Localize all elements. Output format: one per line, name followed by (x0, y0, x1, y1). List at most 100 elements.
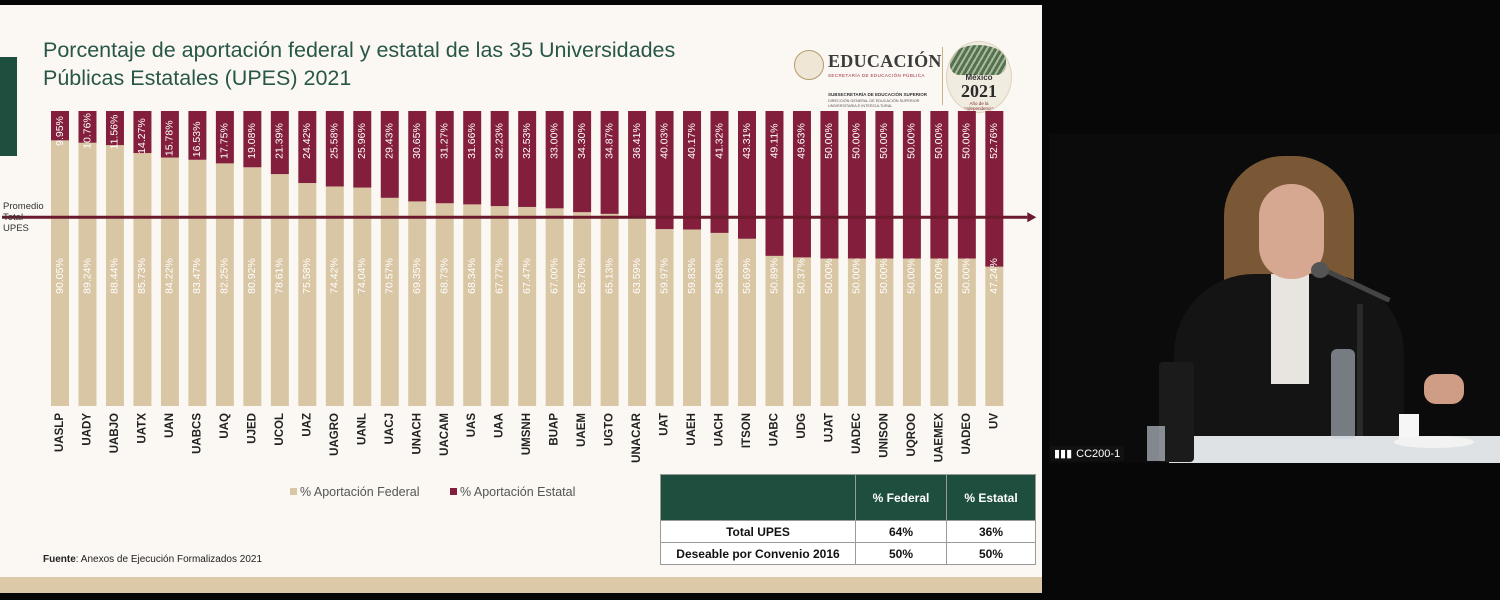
bar-federal (957, 258, 976, 406)
bar-federal (188, 159, 207, 406)
bar-federal (215, 163, 234, 406)
summary-header-estatal: % Estatal (946, 474, 1036, 521)
bar-federal (105, 145, 124, 407)
x-tick-label: UAEM (576, 413, 588, 447)
bar-estatal (792, 111, 811, 258)
x-tick-label: UACH (714, 413, 726, 446)
row-estatal: 36% (946, 520, 1036, 543)
x-tick-label: UNACAR (631, 412, 643, 463)
source-note: Fuente: Anexos de Ejecución Formalizados… (43, 554, 262, 565)
average-line-label: Total (3, 212, 23, 223)
bar-federal (738, 238, 756, 406)
slide-accent-bar (0, 57, 17, 156)
slide-title-line1: Porcentaje de aportación federal y estat… (43, 38, 676, 62)
x-tick-label: UABJO (109, 413, 121, 453)
summary-table: % Federal % Estatal Total UPES 64% 36% D… (660, 474, 1036, 565)
data-label-federal: 67.77% (493, 258, 505, 294)
logo-wordmark: EDUCACIÓN (828, 51, 942, 71)
x-tick-label: UATX (136, 413, 148, 444)
legend-estatal: % Aportación Estatal (450, 485, 575, 499)
data-label-federal: 50.37% (796, 258, 808, 294)
bar-estatal (463, 111, 482, 205)
bar-estatal (655, 111, 674, 230)
slide-bottom-band (0, 577, 1042, 593)
data-label-federal: 89.24% (81, 258, 93, 294)
legend-federal-label: % Aportación Federal (300, 485, 420, 499)
bar-estatal (160, 111, 179, 158)
data-label-federal: 56.69% (741, 258, 753, 294)
data-label-federal: 69.35% (411, 258, 423, 294)
bar-estatal (325, 111, 344, 187)
bar-estatal (628, 111, 647, 219)
data-label-federal: 75.58% (301, 258, 313, 294)
row-label: Deseable por Convenio 2016 (660, 542, 856, 565)
data-label-estatal: 21.39% (274, 123, 286, 159)
data-label-estatal: 34.30% (576, 123, 588, 159)
x-tick-label: UMSNH (521, 413, 533, 455)
bar-federal (463, 204, 482, 406)
bar-estatal (765, 111, 784, 256)
data-label-estatal: 15.78% (164, 120, 176, 156)
table-row: Deseable por Convenio 2016 50% 50% (660, 542, 1036, 565)
data-label-estatal: 50.00% (933, 123, 945, 159)
bar-federal (573, 212, 592, 406)
bar-federal (710, 232, 729, 406)
bar-estatal (408, 111, 427, 202)
x-tick-label: UAEMEX (933, 413, 945, 463)
data-label-federal: 67.47% (521, 258, 533, 294)
bar-estatal (435, 111, 454, 204)
x-tick-label: UANL (356, 413, 368, 445)
x-tick-label: UABCS (191, 413, 203, 454)
bar-federal (298, 183, 317, 406)
bar-estatal (353, 111, 372, 188)
bar-federal (820, 258, 839, 406)
x-tick-label: UNISON (878, 413, 890, 458)
bar-federal (847, 258, 866, 406)
x-tick-label: UAA (494, 413, 506, 438)
x-tick-label: UCOL (274, 413, 286, 446)
data-label-federal: 67.00% (548, 258, 560, 294)
bar-federal (875, 258, 894, 406)
data-label-federal: 68.73% (439, 258, 451, 294)
x-tick-label: UADEC (851, 413, 863, 454)
summary-header-blank (660, 474, 856, 521)
participant-label: ▮▮▮ CC200-1 (1050, 446, 1125, 461)
data-label-estatal: 34.87% (603, 123, 615, 159)
row-federal: 64% (855, 520, 947, 543)
bar-federal (270, 174, 289, 406)
bar-federal (160, 157, 179, 406)
data-label-estatal: 25.58% (329, 123, 341, 159)
speaker-video-tile[interactable] (1049, 134, 1500, 463)
participant-name: CC200-1 (1076, 448, 1121, 460)
data-label-federal: 78.61% (274, 258, 286, 294)
data-label-federal: 70.57% (384, 258, 396, 294)
bar-federal (655, 229, 674, 406)
data-label-federal: 58.68% (713, 258, 725, 294)
bar-estatal (518, 111, 537, 207)
plate (1394, 436, 1474, 448)
x-tick-label: UADY (82, 413, 94, 446)
x-tick-label: ITSON (741, 413, 753, 448)
x-tick-label: UAT (659, 413, 671, 436)
bar-estatal (298, 111, 317, 184)
x-tick-label: UACAM (439, 413, 451, 456)
data-label-federal: 68.34% (466, 258, 478, 294)
data-label-estatal: 33.00% (548, 123, 560, 159)
average-line-arrow (1027, 212, 1037, 223)
bar-estatal (51, 111, 69, 141)
data-label-estatal: 24.42% (301, 123, 313, 159)
data-label-estatal: 41.32% (713, 123, 725, 159)
data-label-federal: 50.00% (933, 258, 945, 294)
data-label-federal: 59.97% (658, 258, 670, 294)
badge-country: México (965, 73, 993, 82)
bar-federal (408, 201, 427, 406)
data-label-federal: 50.00% (878, 258, 890, 294)
mic-stand (1357, 304, 1363, 444)
data-label-federal: 74.04% (356, 258, 368, 294)
logo-subtitle: SECRETARÍA DE EDUCACIÓN PÚBLICA (828, 73, 925, 78)
average-line-label: Promedio (3, 201, 44, 212)
bar-federal (435, 203, 454, 406)
bar-federal (380, 197, 399, 406)
data-label-estatal: 49.63% (796, 123, 808, 159)
table-row: Total UPES 64% 36% (660, 520, 1036, 543)
